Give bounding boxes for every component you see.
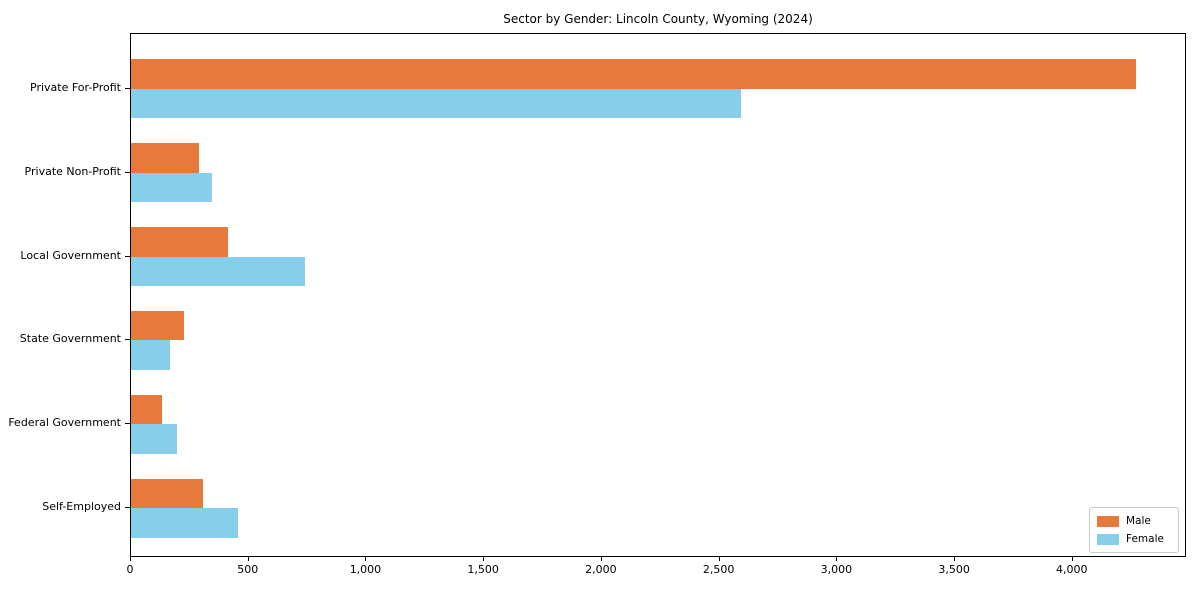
bar-female-5 — [131, 508, 239, 538]
y-axis-label: Federal Government — [8, 416, 121, 430]
legend-label-male: Male — [1126, 515, 1151, 527]
bar-female-4 — [131, 424, 177, 454]
y-axis-label: State Government — [19, 332, 121, 346]
y-tick-mark — [125, 339, 130, 341]
x-axis-tick-label: 4,000 — [1056, 563, 1088, 576]
bar-male-4 — [131, 394, 162, 425]
bar-male-3 — [131, 311, 184, 341]
y-tick-mark — [125, 255, 130, 257]
male-swatch — [1097, 515, 1119, 527]
x-tick-mark — [836, 557, 838, 561]
y-axis-label: Self-Employed — [42, 500, 121, 514]
y-tick-mark — [125, 171, 130, 173]
x-tick-mark — [483, 557, 485, 561]
bar-female-3 — [131, 340, 170, 370]
x-tick-mark — [1071, 557, 1073, 561]
bar-female-0 — [131, 88, 741, 119]
legend-item-female: Female — [1097, 533, 1171, 545]
y-axis-label: Private For-Profit — [30, 80, 121, 94]
female-swatch — [1097, 533, 1119, 545]
y-axis-label: Local Government — [20, 248, 121, 262]
x-tick-mark — [954, 557, 956, 561]
x-axis-tick-label: 1,500 — [467, 563, 499, 576]
bar-male-2 — [131, 227, 228, 257]
x-axis-tick-label: 3,000 — [820, 563, 853, 576]
x-axis-tick-label: 1,000 — [349, 563, 382, 576]
legend-label-female: Female — [1126, 533, 1164, 545]
legend-item-male: Male — [1097, 515, 1171, 527]
chart-title: Sector by Gender: Lincoln County, Wyomin… — [503, 12, 813, 26]
x-tick-mark — [130, 557, 131, 561]
y-tick-mark — [125, 423, 130, 425]
x-tick-mark — [600, 557, 602, 561]
y-tick-mark — [125, 507, 130, 509]
x-axis-tick-label: 0 — [126, 563, 134, 576]
bar-female-2 — [131, 256, 306, 286]
legend: Male Female — [1089, 507, 1179, 553]
x-tick-mark — [247, 557, 249, 561]
x-axis-tick-label: 500 — [237, 563, 259, 576]
x-axis-tick-label: 2,500 — [702, 563, 735, 576]
x-axis-tick-label: 3,500 — [938, 563, 970, 576]
plot-area — [130, 33, 1186, 557]
y-axis-label: Private Non-Profit — [24, 164, 121, 178]
bar-male-5 — [131, 478, 203, 509]
bar-female-1 — [131, 172, 213, 203]
x-tick-mark — [718, 557, 720, 561]
bar-male-0 — [131, 59, 1137, 89]
y-tick-mark — [125, 87, 130, 89]
bar-male-1 — [131, 143, 200, 173]
x-axis-tick-label: 2,000 — [585, 563, 617, 576]
x-tick-mark — [365, 557, 367, 561]
